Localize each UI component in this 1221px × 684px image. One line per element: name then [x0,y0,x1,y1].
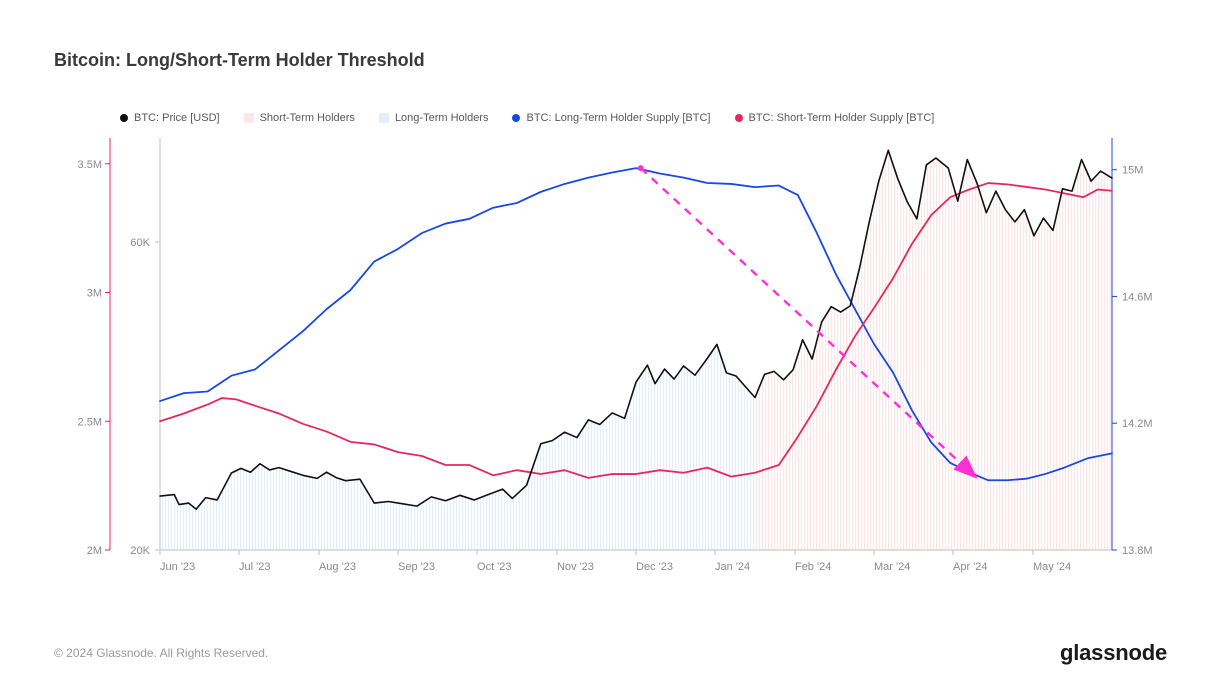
legend-dot-icon [512,114,520,122]
chart-frame: Bitcoin: Long/Short-Term Holder Threshol… [0,0,1221,684]
legend-item: Long-Term Holders [379,112,489,124]
legend-item: BTC: Price [USD] [120,112,220,124]
svg-text:2M: 2M [87,545,102,557]
svg-text:13.8M: 13.8M [1122,545,1153,557]
chart-title: Bitcoin: Long/Short-Term Holder Threshol… [54,50,425,71]
legend-label: Long-Term Holders [395,112,489,124]
svg-text:3M: 3M [87,288,102,300]
chart-plot-area: Jun '23 Jul '23 Aug '23 Sep '23 Oct '23 Nov '… [54,130,1167,604]
svg-text:Aug '23: Aug '23 [319,561,356,573]
svg-text:May '24: May '24 [1033,561,1071,573]
legend-square-icon [379,113,389,123]
legend-item: Short-Term Holders [244,112,355,124]
legend-dot-icon [120,114,128,122]
svg-text:14.6M: 14.6M [1122,291,1153,303]
brand-logo: glassnode [1060,640,1167,666]
legend-item: BTC: Long-Term Holder Supply [BTC] [512,112,710,124]
svg-text:Jan '24: Jan '24 [715,561,750,573]
legend-label: BTC: Long-Term Holder Supply [BTC] [526,112,710,124]
copyright-text: © 2024 Glassnode. All Rights Reserved. [54,646,268,660]
svg-text:60K: 60K [130,237,150,249]
legend-label: Short-Term Holders [260,112,355,124]
svg-text:Dec '23: Dec '23 [636,561,673,573]
svg-text:14.2M: 14.2M [1122,418,1153,430]
svg-text:Jul '23: Jul '23 [239,561,270,573]
svg-text:Mar '24: Mar '24 [874,561,910,573]
svg-text:15M: 15M [1122,165,1143,177]
chart-svg: Jun '23 Jul '23 Aug '23 Sep '23 Oct '23 Nov '… [54,130,1167,604]
legend: BTC: Price [USD] Short-Term Holders Long-T… [120,112,934,124]
legend-square-icon [244,113,254,123]
svg-text:2.5M: 2.5M [78,416,102,428]
svg-text:Jun '23: Jun '23 [160,561,195,573]
legend-item: BTC: Short-Term Holder Supply [BTC] [735,112,935,124]
svg-text:Sep '23: Sep '23 [398,561,435,573]
legend-dot-icon [735,114,743,122]
svg-text:20K: 20K [130,545,150,557]
svg-text:Nov '23: Nov '23 [557,561,594,573]
svg-text:Apr '24: Apr '24 [953,561,988,573]
svg-text:Feb '24: Feb '24 [795,561,831,573]
svg-text:3.5M: 3.5M [78,159,102,171]
svg-text:Oct '23: Oct '23 [477,561,512,573]
legend-label: BTC: Short-Term Holder Supply [BTC] [749,112,935,124]
legend-label: BTC: Price [USD] [134,112,220,124]
